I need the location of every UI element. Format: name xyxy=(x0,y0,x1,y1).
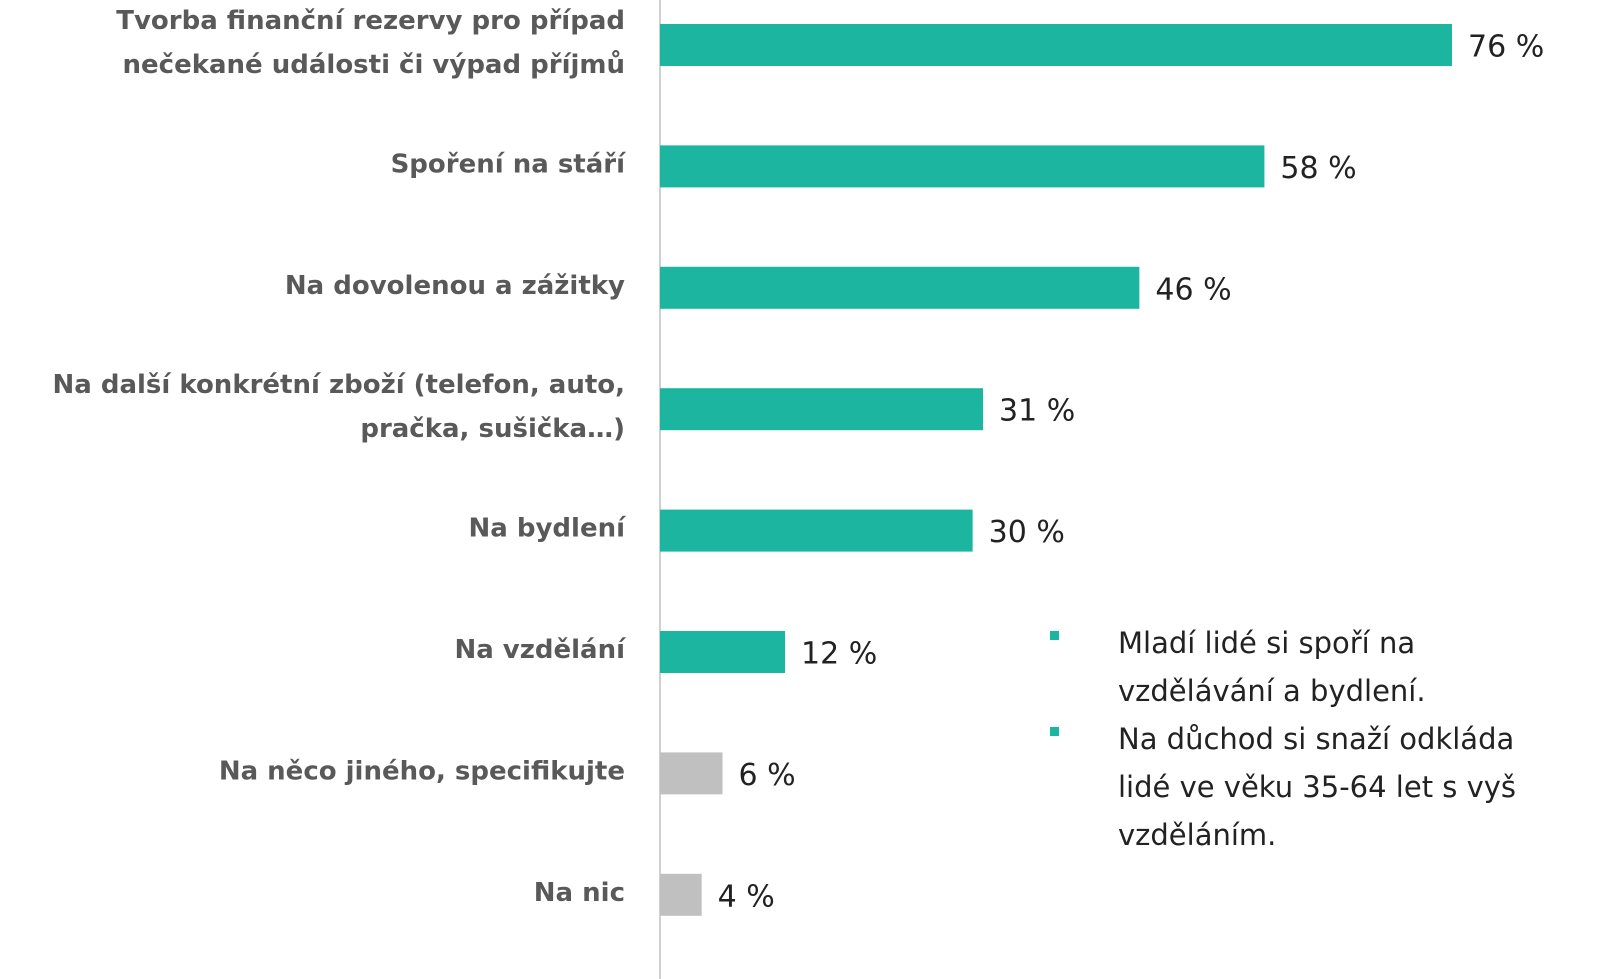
category-label: Tvorba finanční rezervy pro případ nečeka… xyxy=(116,6,625,80)
bar xyxy=(660,388,984,431)
bar xyxy=(660,145,1265,188)
note-text: lidé ve věku 35-64 let s vyš xyxy=(1118,770,1516,804)
bar xyxy=(660,752,723,795)
bar xyxy=(660,24,1452,66)
value-label: 12 % xyxy=(801,637,877,672)
category-label: Na něco jiného, specifikujte xyxy=(219,756,625,786)
bar xyxy=(660,266,1140,309)
bar xyxy=(660,509,973,552)
value-label: 58 % xyxy=(1280,151,1356,186)
value-label: 4 % xyxy=(718,879,775,914)
category-label: Na nic xyxy=(534,877,625,907)
note-text: vzdělávání a bydlení. xyxy=(1118,674,1426,708)
bar xyxy=(660,873,702,916)
value-label: 46 % xyxy=(1155,272,1231,307)
category-label: Na bydlení xyxy=(469,513,628,543)
bar xyxy=(660,631,786,673)
bullet xyxy=(1050,631,1059,640)
category-label: Na dovolenou a zážitky xyxy=(285,270,625,300)
note-text: Na důchod si snaží odkláda xyxy=(1118,722,1514,756)
value-label: 31 % xyxy=(999,394,1075,429)
value-label: 6 % xyxy=(739,758,796,793)
note-text: Mladí lidé si spoří na xyxy=(1118,626,1415,660)
note-text: vzděláním. xyxy=(1118,818,1276,852)
category-label: Na vzdělání xyxy=(454,635,627,665)
bullet xyxy=(1050,727,1059,736)
category-label: Spoření na stáří xyxy=(391,149,628,179)
value-label: 30 % xyxy=(989,515,1065,550)
category-label: Na další konkrétní zboží (telefon, auto,… xyxy=(52,370,625,444)
value-label: 76 % xyxy=(1468,30,1544,65)
